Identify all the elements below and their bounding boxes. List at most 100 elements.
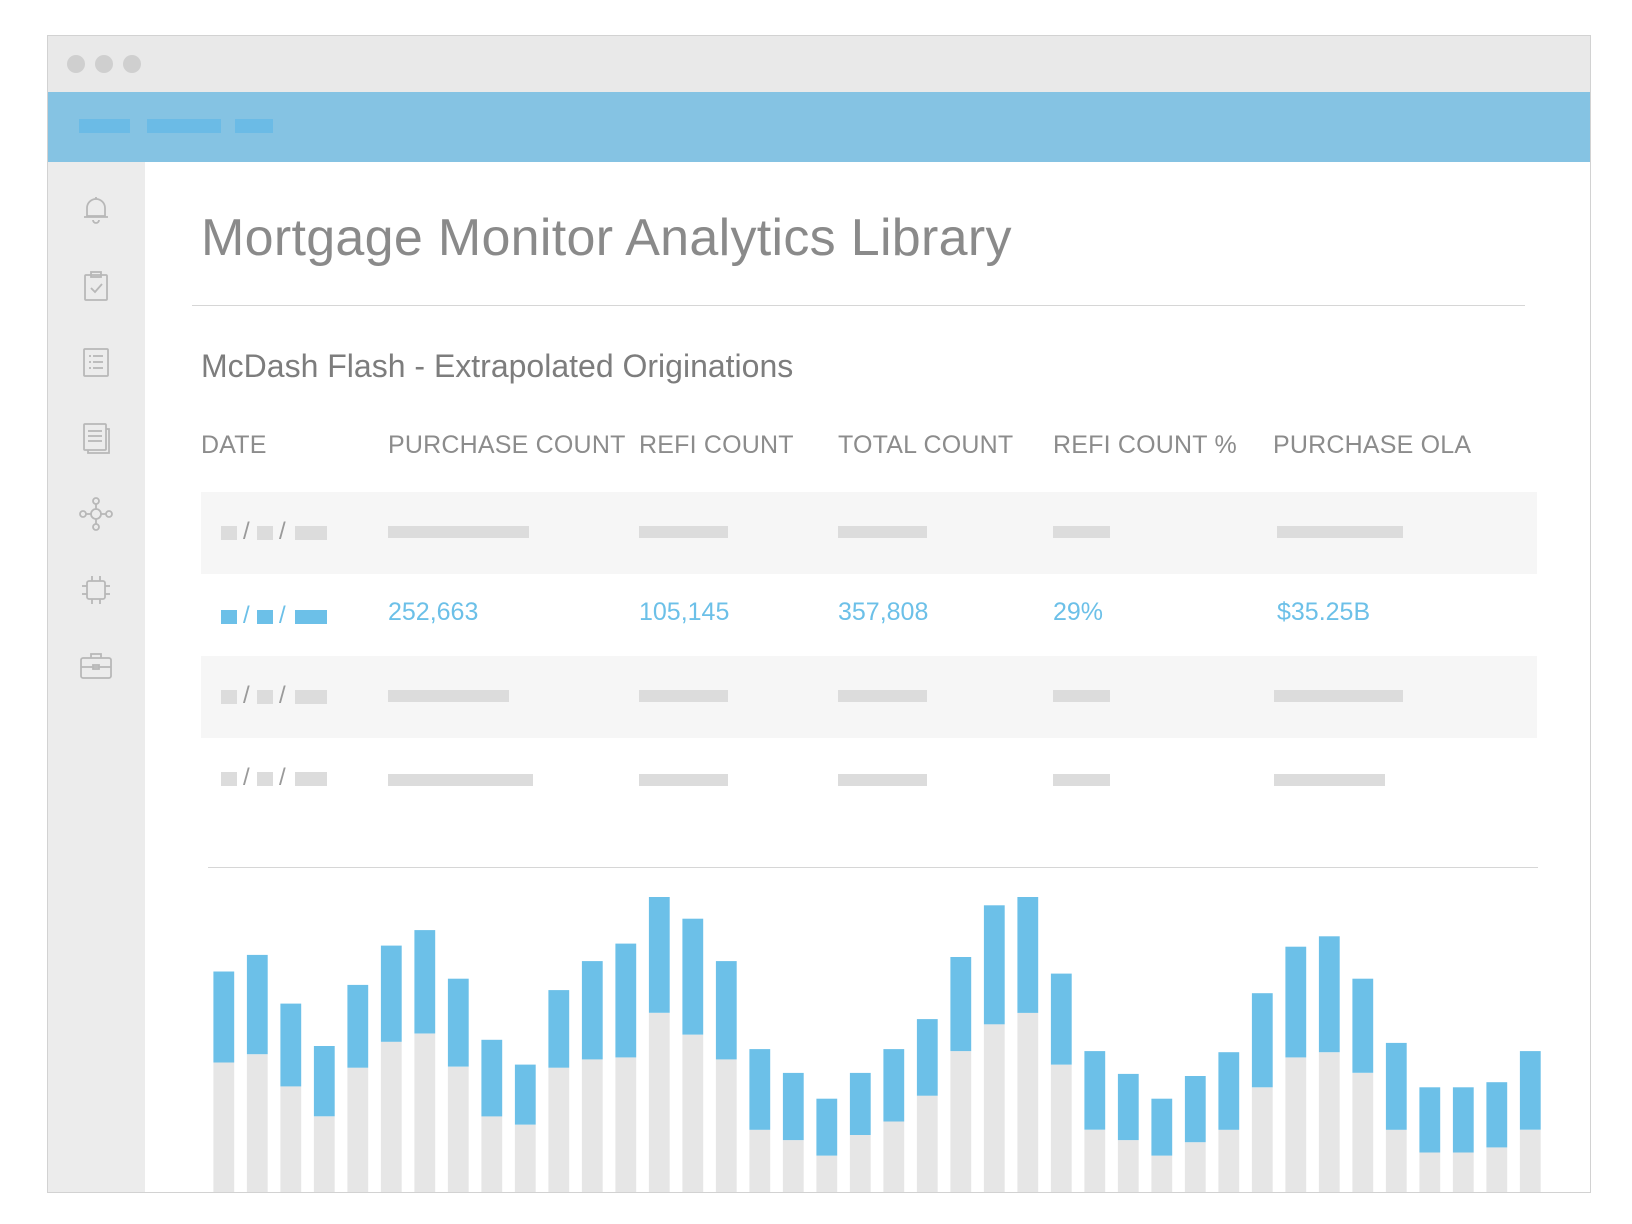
bar-segment-top — [581, 961, 603, 1060]
bar-segment-base — [1486, 1147, 1508, 1192]
nav-item-1[interactable] — [79, 119, 130, 133]
bar-segment-top — [648, 897, 670, 1013]
bar-segment-base — [380, 1041, 402, 1192]
bar-segment-base — [648, 1012, 670, 1192]
window-close-button[interactable] — [67, 55, 85, 73]
sidebar — [48, 162, 145, 1192]
bar-segment-base — [481, 1116, 503, 1192]
value-placeholder — [1274, 690, 1403, 702]
col-header-refi-count[interactable]: REFI COUNT — [639, 431, 794, 459]
bar-segment-top — [380, 945, 402, 1042]
bar-segment-base — [983, 1024, 1005, 1192]
bar-segment-top — [849, 1072, 871, 1135]
bar-segment-top — [1251, 993, 1273, 1088]
bar-segment-top — [1050, 973, 1072, 1065]
bar-segment-base — [548, 1067, 570, 1192]
bell-icon[interactable] — [78, 192, 114, 228]
briefcase-icon[interactable] — [78, 648, 114, 684]
window-minimize-button[interactable] — [95, 55, 113, 73]
bar-segment-top — [347, 984, 369, 1068]
nav-item-2[interactable] — [147, 119, 221, 133]
chip-icon[interactable] — [78, 572, 114, 608]
bar-segment-top — [816, 1098, 838, 1156]
value-placeholder — [1053, 690, 1110, 702]
bar-segment-base — [682, 1034, 704, 1192]
total-count-value: 357,808 — [838, 598, 929, 626]
bar-segment-base — [1151, 1155, 1173, 1192]
bar-segment-top — [1285, 946, 1307, 1058]
col-header-date[interactable]: DATE — [201, 431, 267, 459]
bar-segment-top — [280, 1003, 302, 1087]
bar-segment-top — [548, 990, 570, 1068]
bar-segment-base — [1352, 1072, 1374, 1192]
bar-segment-base — [782, 1140, 804, 1192]
bar-segment-base — [950, 1051, 972, 1192]
value-placeholder — [1274, 774, 1385, 786]
window-titlebar — [48, 36, 1590, 92]
bar-segment-top — [1352, 978, 1374, 1073]
stacked-bar-chart — [207, 897, 1547, 1192]
col-header-total-count[interactable]: TOTAL COUNT — [838, 431, 1014, 459]
table-row[interactable]: / / — [201, 492, 1537, 574]
bar-segment-base — [615, 1057, 637, 1192]
purchase-ola-value: $35.25B — [1277, 598, 1371, 626]
nav-item-3[interactable] — [235, 119, 273, 133]
bar-segment-top — [883, 1049, 905, 1122]
bar-segment-top — [1419, 1087, 1441, 1153]
value-placeholder — [1053, 774, 1110, 786]
bar-segment-base — [581, 1059, 603, 1192]
clipboard-icon[interactable] — [78, 268, 114, 304]
bar-segment-base — [1184, 1142, 1206, 1192]
bar-segment-top — [1486, 1082, 1508, 1148]
table-row[interactable]: / / — [201, 656, 1537, 738]
title-divider — [192, 305, 1525, 306]
bar-segment-top — [1117, 1073, 1139, 1141]
bar-segment-top — [1519, 1051, 1541, 1130]
bar-segment-top — [682, 918, 704, 1035]
network-icon[interactable] — [78, 496, 114, 532]
app-window: Mortgage Monitor Analytics Library McDas… — [47, 35, 1591, 1193]
bar-segment-top — [1017, 897, 1039, 1013]
value-placeholder — [388, 526, 529, 538]
bar-segment-top — [246, 954, 268, 1055]
bar-segment-base — [514, 1124, 536, 1192]
bar-segment-base — [849, 1134, 871, 1192]
value-placeholder — [1277, 526, 1403, 538]
bar-segment-base — [1419, 1152, 1441, 1192]
bar-segment-top — [715, 961, 737, 1060]
table-row[interactable]: / / — [201, 738, 1537, 820]
chart-canvas — [213, 897, 1541, 1192]
col-header-purchase-ola[interactable]: PURCHASE OLA — [1273, 431, 1472, 459]
bar-segment-top — [414, 930, 436, 1034]
bar-segment-top — [782, 1072, 804, 1141]
col-header-refi-count-pct[interactable]: REFI COUNT % — [1053, 431, 1237, 459]
bar-segment-top — [1318, 936, 1340, 1053]
list-icon[interactable] — [78, 344, 114, 380]
bar-segment-base — [1218, 1129, 1240, 1192]
bar-segment-top — [447, 978, 469, 1067]
bar-segment-top — [983, 905, 1005, 1025]
section-title: McDash Flash - Extrapolated Originations — [201, 348, 794, 384]
page-title: Mortgage Monitor Analytics Library — [201, 209, 1012, 267]
bar-segment-top — [950, 957, 972, 1052]
value-placeholder — [838, 690, 927, 702]
bar-segment-base — [1117, 1140, 1139, 1192]
bar-segment-base — [1251, 1087, 1273, 1192]
bar-segment-base — [916, 1095, 938, 1192]
document-icon[interactable] — [78, 420, 114, 456]
bar-segment-base — [1452, 1152, 1474, 1192]
bar-segment-top — [313, 1046, 335, 1117]
bar-segment-base — [246, 1054, 268, 1192]
bar-segment-top — [213, 971, 235, 1063]
col-header-purchase-count[interactable]: PURCHASE COUNT — [388, 431, 626, 459]
bar-segment-base — [447, 1066, 469, 1192]
bar-segment-base — [1017, 1012, 1039, 1192]
bar-segment-base — [715, 1059, 737, 1192]
window-maximize-button[interactable] — [123, 55, 141, 73]
bar-segment-top — [749, 1049, 771, 1130]
bar-segment-top — [916, 1019, 938, 1096]
value-placeholder — [639, 690, 728, 702]
main-content: Mortgage Monitor Analytics Library McDas… — [145, 162, 1590, 1192]
bar-segment-top — [481, 1039, 503, 1117]
table-row-highlighted[interactable]: / / 252,663 105,145 357,808 29% $35.25B — [201, 574, 1537, 656]
